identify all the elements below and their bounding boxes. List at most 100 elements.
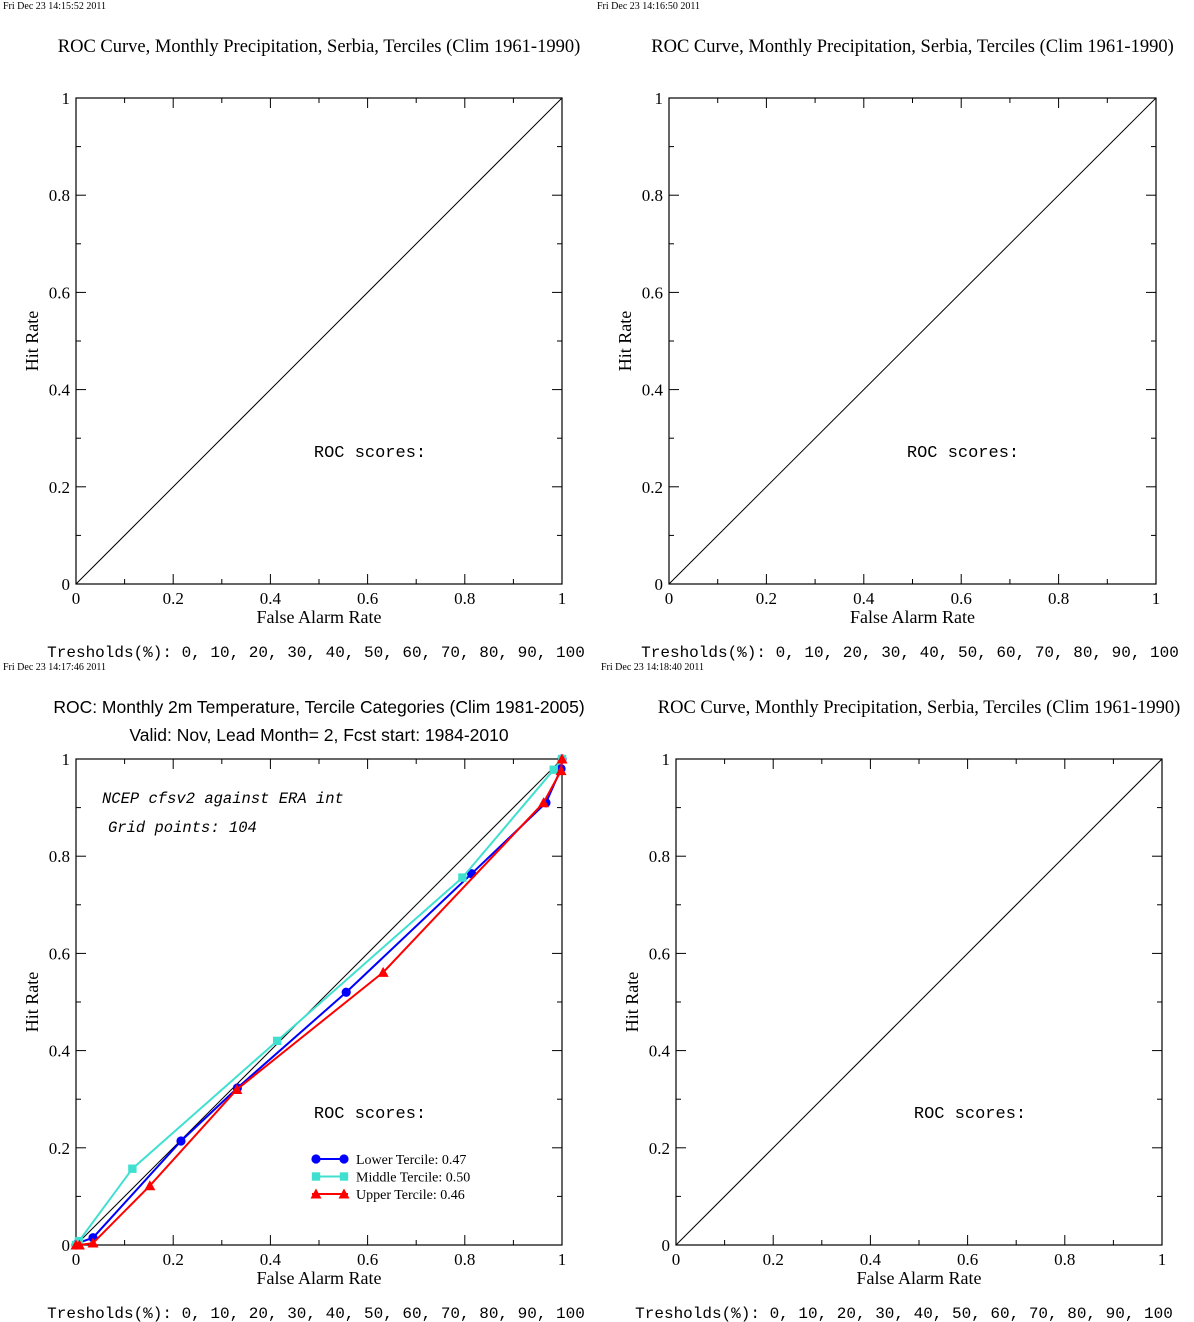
x-tick-label: 1 xyxy=(1152,589,1161,608)
legend-marker xyxy=(311,1154,321,1164)
y-axis-label: Hit Rate xyxy=(622,972,642,1033)
x-tick-label: 0.6 xyxy=(951,589,972,608)
x-tick-label: 0.8 xyxy=(454,589,475,608)
x-tick-label: 0.8 xyxy=(1054,1250,1075,1269)
x-tick-label: 0.4 xyxy=(260,1250,282,1269)
data-point-square xyxy=(549,765,558,774)
x-tick-label: 0.2 xyxy=(163,589,184,608)
y-tick-label: 1 xyxy=(655,89,664,108)
x-tick-label: 0 xyxy=(672,1250,681,1269)
y-tick-label: 0.2 xyxy=(49,1139,70,1158)
data-point-triangle xyxy=(144,1180,156,1191)
x-tick-label: 0.2 xyxy=(163,1250,184,1269)
y-tick-label: 0.8 xyxy=(49,186,70,205)
y-tick-label: 0.2 xyxy=(649,1139,670,1158)
data-point-triangle xyxy=(73,1239,85,1250)
x-axis-label: False Alarm Rate xyxy=(857,1268,982,1288)
y-axis-label: Hit Rate xyxy=(22,972,42,1033)
data-point-square xyxy=(128,1164,137,1173)
legend-marker xyxy=(311,1172,321,1181)
legend-marker xyxy=(339,1154,349,1164)
x-tick-label: 1 xyxy=(558,589,567,608)
y-tick-label: 0.4 xyxy=(49,381,71,400)
chart-title: ROC Curve, Monthly Precipitation, Serbia… xyxy=(58,37,580,57)
data-point-triangle xyxy=(87,1237,99,1248)
no-skill-diagonal xyxy=(75,758,563,1246)
no-skill-diagonal xyxy=(675,758,1163,1246)
chart-panel-2: Fri Dec 23 14:16:50 2011 ROC Curve, Month… xyxy=(597,1,1179,662)
roc-scores-label: ROC scores: xyxy=(907,444,1019,463)
x-tick-label: 1 xyxy=(558,1250,567,1269)
data-point-circle xyxy=(176,1136,186,1146)
data-point-triangle xyxy=(538,797,550,808)
x-tick-label: 0.8 xyxy=(1048,589,1069,608)
chart-title: ROC Curve, Monthly Precipitation, Serbia… xyxy=(658,698,1180,718)
roc-scores-label: ROC scores: xyxy=(314,444,426,463)
x-tick-label: 0 xyxy=(72,589,81,608)
data-point-triangle xyxy=(556,753,568,764)
x-tick-label: 0.8 xyxy=(454,1250,475,1269)
data-point-circle xyxy=(341,987,351,997)
y-tick-label: 0.6 xyxy=(49,944,70,963)
y-tick-label: 0.6 xyxy=(49,283,70,302)
legend-marker xyxy=(339,1172,349,1181)
thresholds-text: Tresholds(%): 0, 10, 20, 30, 40, 50, 60,… xyxy=(641,644,1179,662)
legend-entry: Upper Tercile: 0.46 xyxy=(356,1188,465,1203)
y-axis-label: Hit Rate xyxy=(22,311,42,372)
y-tick-label: 0.8 xyxy=(49,847,70,866)
y-tick-label: 0 xyxy=(655,575,664,594)
chart-title: ROC: Monthly 2m Temperature, Tercile Cat… xyxy=(53,697,584,717)
y-tick-label: 0.2 xyxy=(642,478,663,497)
no-skill-diagonal xyxy=(75,97,563,585)
y-tick-label: 0.8 xyxy=(649,847,670,866)
x-tick-label: 0.6 xyxy=(357,589,378,608)
x-axis-label: False Alarm Rate xyxy=(850,607,975,627)
x-tick-label: 0 xyxy=(665,589,674,608)
roc-scores-label: ROC scores: xyxy=(314,1105,426,1124)
annotation-text: NCEP cfsv2 against ERA int xyxy=(102,790,344,808)
data-point-triangle xyxy=(377,966,389,977)
thresholds-text: Tresholds(%): 0, 10, 20, 30, 40, 50, 60,… xyxy=(635,1305,1173,1322)
chart-panel-1: Fri Dec 23 14:15:52 2011 ROC Curve, Month… xyxy=(3,1,585,662)
x-axis-label: False Alarm Rate xyxy=(257,607,382,627)
data-point-triangle xyxy=(231,1083,243,1094)
y-tick-label: 0 xyxy=(62,575,71,594)
x-tick-label: 1 xyxy=(1158,1250,1167,1269)
x-tick-label: 0.2 xyxy=(756,589,777,608)
chart-panel-3: Fri Dec 23 14:17:46 2011 ROC: Monthly 2m … xyxy=(3,662,585,1322)
y-tick-label: 0 xyxy=(62,1236,71,1255)
chart-title: ROC Curve, Monthly Precipitation, Serbia… xyxy=(651,37,1173,57)
timestamp: Fri Dec 23 14:18:40 2011 xyxy=(601,662,704,673)
y-tick-label: 0.4 xyxy=(642,381,664,400)
y-tick-label: 0.6 xyxy=(649,944,670,963)
y-tick-label: 1 xyxy=(62,89,71,108)
y-tick-label: 1 xyxy=(662,750,671,769)
y-axis-label: Hit Rate xyxy=(615,311,635,372)
y-tick-label: 0.4 xyxy=(49,1042,71,1061)
data-point-square xyxy=(458,873,467,882)
legend-entry: Middle Tercile: 0.50 xyxy=(356,1171,470,1186)
y-tick-label: 0.4 xyxy=(649,1042,671,1061)
roc-scores-label: ROC scores: xyxy=(914,1105,1026,1124)
y-tick-label: 0.2 xyxy=(49,478,70,497)
x-tick-label: 0 xyxy=(72,1250,81,1269)
timestamp: Fri Dec 23 14:17:46 2011 xyxy=(3,662,106,673)
thresholds-text: Tresholds(%): 0, 10, 20, 30, 40, 50, 60,… xyxy=(47,644,585,662)
timestamp: Fri Dec 23 14:15:52 2011 xyxy=(3,1,106,12)
y-tick-label: 0.8 xyxy=(642,186,663,205)
x-tick-label: 0.2 xyxy=(763,1250,784,1269)
x-axis-label: False Alarm Rate xyxy=(257,1268,382,1288)
y-tick-label: 0 xyxy=(662,1236,671,1255)
y-tick-label: 0.6 xyxy=(642,283,663,302)
y-tick-label: 1 xyxy=(62,750,71,769)
no-skill-diagonal xyxy=(668,97,1157,585)
annotation-text: Grid points: 104 xyxy=(108,819,257,837)
x-tick-label: 0.4 xyxy=(260,589,282,608)
legend-marker xyxy=(310,1188,322,1199)
x-tick-label: 0.4 xyxy=(860,1250,882,1269)
legend-entry: Lower Tercile: 0.47 xyxy=(356,1153,466,1168)
thresholds-text: Tresholds(%): 0, 10, 20, 30, 40, 50, 60,… xyxy=(47,1305,585,1322)
chart-panel-4: Fri Dec 23 14:18:40 2011 ROC Curve, Month… xyxy=(601,662,1180,1322)
data-point-square xyxy=(273,1036,282,1046)
